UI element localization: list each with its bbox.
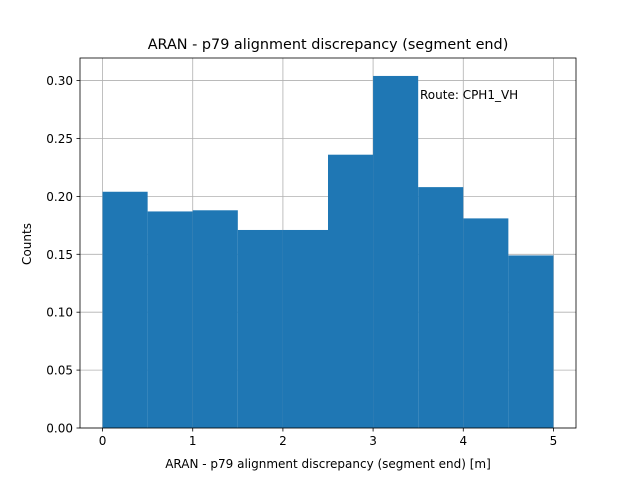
x-tick-label-1: 1 — [189, 434, 197, 448]
x-tick-label-4: 4 — [459, 434, 467, 448]
x-tick-label-5: 5 — [550, 434, 558, 448]
y-tick-label-3: 0.15 — [46, 248, 73, 262]
ticks-layer: 0 1 2 3 4 5 0.00 0.05 0.10 0.15 0.20 0.25 0.30 — [46, 74, 557, 448]
y-tick-label-5: 0.25 — [46, 132, 73, 146]
histogram-bar-3 — [237, 229, 283, 428]
axes-layer — [79, 57, 577, 429]
histogram-bar-1 — [147, 211, 193, 428]
histogram-bar-7 — [418, 187, 464, 428]
histogram-bar-9 — [508, 255, 554, 428]
x-tick-label-3: 3 — [369, 434, 377, 448]
histogram-bar-4 — [282, 229, 328, 428]
x-tick-label-0: 0 — [99, 434, 107, 448]
y-tick-label-4: 0.20 — [46, 190, 73, 204]
chart-title: ARAN - p79 alignment discrepancy (segmen… — [148, 37, 509, 53]
bars-layer — [102, 75, 554, 428]
histogram-bar-0 — [102, 191, 148, 428]
y-tick-label-6: 0.30 — [46, 74, 73, 88]
histogram-bar-6 — [373, 75, 419, 428]
histogram-bar-5 — [328, 154, 374, 428]
histogram-bar-2 — [192, 210, 238, 428]
x-axis-label: ARAN - p79 alignment discrepancy (segmen… — [165, 457, 491, 471]
x-tick-label-2: 2 — [279, 434, 287, 448]
route-annotation: Route: CPH1_VH — [420, 88, 518, 102]
y-tick-label-1: 0.05 — [46, 364, 73, 378]
y-tick-label-2: 0.10 — [46, 306, 73, 320]
plot-frame — [79, 57, 577, 429]
histogram-bar-8 — [463, 218, 509, 428]
y-tick-label-0: 0.00 — [46, 422, 73, 436]
y-axis-label: Counts — [20, 223, 34, 265]
